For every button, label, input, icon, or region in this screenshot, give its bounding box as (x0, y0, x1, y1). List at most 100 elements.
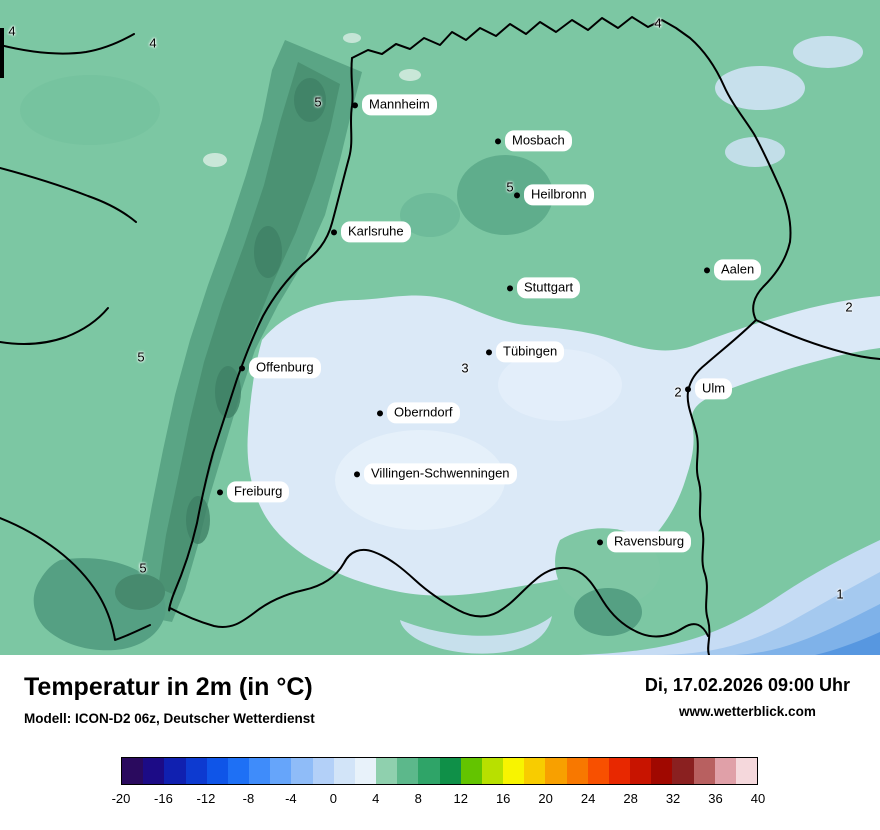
city-label: Mannheim (362, 94, 437, 116)
region-cold-core (498, 349, 622, 421)
colorbar-segment (354, 758, 377, 784)
region-cold-patch (725, 137, 785, 167)
colorbar-segment (651, 758, 673, 784)
temperature-value: 4 (654, 15, 662, 31)
city-dot (507, 285, 513, 291)
colorbar-tick-label: 40 (750, 791, 766, 806)
temperature-value: 3 (461, 360, 469, 376)
footer-right: Di, 17.02.2026 09:00 Uhr www.wetterblick… (645, 675, 850, 719)
city-label: Aalen (714, 259, 762, 281)
temperature-value: 4 (8, 23, 16, 39)
city-marker: Mosbach (495, 130, 572, 152)
city-dot (377, 410, 383, 416)
temperature-value: 2 (845, 299, 853, 315)
colorbar-segment (608, 758, 631, 784)
region-cold-patch (793, 36, 863, 68)
region-west-band-core (158, 62, 340, 595)
temperature-value: 5 (139, 560, 147, 576)
legend-area: -20 -16 -12 -8 -4 0 4 8 12 16 20 24 28 32 36 40 (0, 745, 880, 830)
city-label: Oberndorf (387, 402, 460, 424)
temperature-value: 5 (506, 179, 514, 195)
region-spot (343, 33, 361, 43)
temperature-value: 2 (674, 384, 682, 400)
temperature-value: 4 (149, 35, 157, 51)
city-label: Ulm (695, 378, 733, 400)
colorbar-segment (164, 758, 186, 784)
colorbar-tick-label: 8 (414, 791, 422, 806)
colorbar-segment (206, 758, 228, 784)
colorbar-segment (270, 758, 292, 784)
colorbar-segment (418, 758, 440, 784)
region-cold-patch (715, 66, 805, 110)
political-borders (0, 16, 880, 655)
colorbar-segment (312, 758, 334, 784)
map-svg (0, 0, 880, 655)
colorbar-tick-label: -8 (242, 791, 255, 806)
temperature-colorbar (121, 757, 758, 785)
city-dot (597, 539, 603, 545)
city-label: Ravensburg (607, 531, 692, 553)
city-dot (495, 138, 501, 144)
region-spot (399, 69, 421, 81)
city-dot (486, 349, 492, 355)
city-layer: Mannheim Mosbach Heilbronn Karlsruhe Stuttga… (217, 94, 762, 553)
colorbar-tick-label: 24 (580, 791, 596, 806)
city-marker: Ulm (685, 378, 733, 400)
temperature-value: 5 (137, 349, 145, 365)
city-marker: Heilbronn (514, 184, 594, 206)
colorbar-segment (376, 758, 398, 784)
colorbar-tick-label: 12 (453, 791, 468, 806)
region-heilbronn-cool (457, 155, 553, 235)
colorbar-tick-label: -4 (285, 791, 297, 806)
city-marker: Tübingen (486, 341, 565, 363)
city-marker: Oberndorf (377, 402, 460, 424)
colorbar-tick-label: 20 (538, 791, 553, 806)
region-spot (203, 153, 227, 167)
city-marker: Ravensburg (597, 531, 692, 553)
colorbar-tick-label: 16 (495, 791, 511, 806)
city-label: Heilbronn (524, 184, 594, 206)
colorbar-segment (672, 758, 694, 784)
colorbar-segment (714, 758, 736, 784)
weather-map: Mannheim Mosbach Heilbronn Karlsruhe Stuttga… (0, 0, 880, 655)
city-marker: Villingen-Schwenningen (354, 463, 517, 485)
colorbar-segment (249, 758, 271, 784)
region-alps-3 (735, 604, 880, 655)
region-mottle (400, 193, 460, 237)
map-title: Temperatur in 2m (in °C) (24, 673, 313, 701)
temperature-layer: 4 4 4 5 5 5 3 2 2 5 1 (8, 15, 853, 602)
city-dot (704, 267, 710, 273)
colorbar-tick-label: -20 (111, 791, 131, 806)
city-marker: Karlsruhe (331, 221, 411, 243)
city-label: Karlsruhe (341, 221, 411, 243)
city-marker: Aalen (704, 259, 762, 281)
city-dot (331, 229, 337, 235)
website-url: www.wetterblick.com (679, 704, 816, 719)
colorbar-segment (481, 758, 504, 784)
colorbar-segment (185, 758, 207, 784)
city-dot (354, 471, 360, 477)
city-label: Offenburg (249, 357, 321, 379)
valid-datetime: Di, 17.02.2026 09:00 Uhr (644, 675, 850, 695)
colorbar-tick-label: 28 (623, 791, 638, 806)
colorbar-segment (566, 758, 588, 784)
colorbar-ticks: -20 -16 -12 -8 -4 0 4 8 12 16 20 24 28 32 36 40 (112, 791, 766, 811)
region-west-band-dark (215, 366, 241, 418)
city-marker: Offenburg (239, 357, 321, 379)
colorbar-tick-label: 0 (329, 791, 337, 806)
colorbar-tick-label: 4 (372, 791, 380, 806)
colorbar-segment (333, 758, 355, 784)
colorbar-segment (143, 758, 165, 784)
city-dot (239, 365, 245, 371)
region-southwest-dark (115, 574, 165, 610)
colorbar-segment (227, 758, 250, 784)
region-mottle (20, 75, 160, 145)
colorbar-segment (397, 758, 419, 784)
temperature-value: 1 (836, 586, 844, 602)
city-label: Villingen-Schwenningen (364, 463, 517, 485)
model-info: Modell: ICON-D2 06z, Deutscher Wetterdie… (24, 711, 315, 726)
colorbar-segment (735, 758, 758, 784)
colorbar-segment (439, 758, 461, 784)
city-dot (217, 489, 223, 495)
